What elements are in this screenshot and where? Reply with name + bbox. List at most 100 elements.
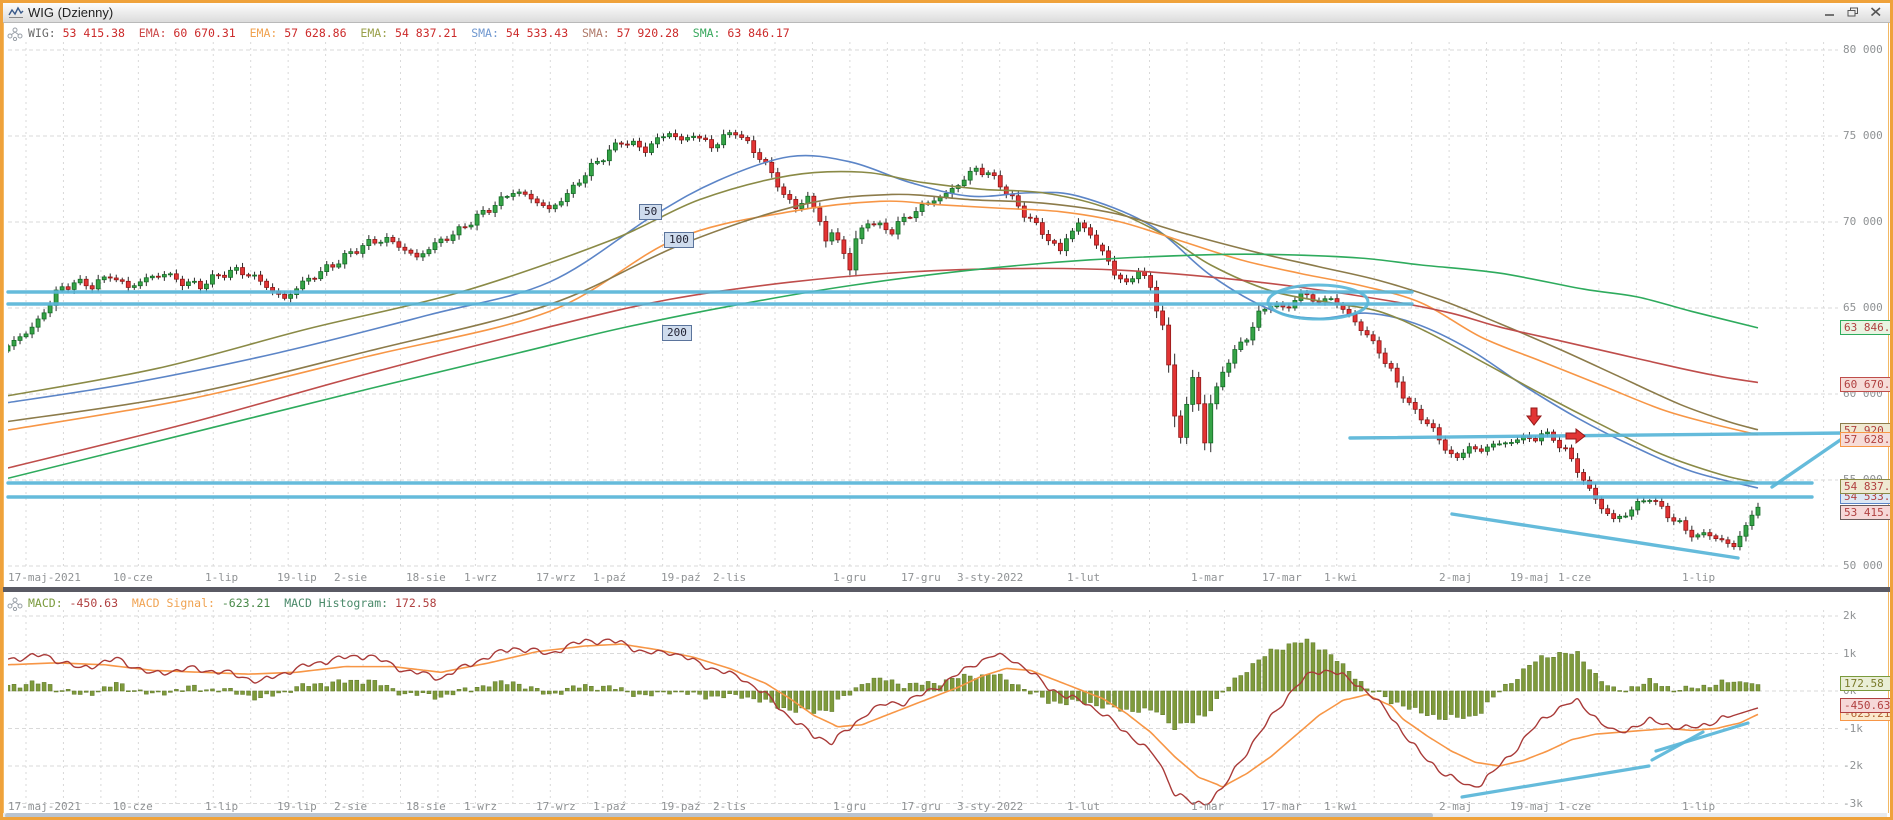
- price-panel-drag-handle-icon[interactable]: [7, 26, 23, 45]
- window-border-right[interactable]: [1890, 0, 1893, 820]
- macd-value-label: 172.58: [1840, 676, 1893, 691]
- date-axis-tick: 19-maj: [1510, 571, 1550, 584]
- date-axis-tick: 17-gru: [901, 571, 941, 584]
- macd-lines[interactable]: [8, 638, 1759, 806]
- date-axis-tick: 17-gru: [901, 800, 941, 813]
- macd-trendlines[interactable]: [1460, 721, 1750, 799]
- scrollbar-thumb[interactable]: [5, 813, 1433, 818]
- macd-histogram[interactable]: [6, 638, 1761, 730]
- window-border-bottom[interactable]: [0, 817, 1893, 820]
- macd-axis-tick: 2k: [1843, 609, 1857, 622]
- macd-legend-item-label: MACD Signal:: [131, 596, 222, 610]
- price-level-label: 63 846.17: [1840, 320, 1893, 335]
- date-axis-tick: 1-paź: [593, 571, 627, 584]
- date-axis-tick: 1-lip: [205, 800, 239, 813]
- macd-value-axis[interactable]: [1840, 610, 1888, 806]
- date-axis-tick: 1-wrz: [464, 571, 498, 584]
- macd-legend-item-value: 172.58: [394, 596, 451, 610]
- price-legend: WIG: 53 415.38 EMA: 60 670.31 EMA: 57 62…: [28, 26, 804, 40]
- date-axis-tick: 10-cze: [113, 571, 153, 584]
- macd-legend-item-value: -450.63: [69, 596, 132, 610]
- macd-axis-tick: -3k: [1843, 796, 1863, 810]
- window-title: WIG (Dzienny): [28, 5, 114, 20]
- date-axis-tick: 19-lip: [277, 571, 317, 584]
- ma-line-ema100: [8, 200, 1759, 436]
- date-axis-tick: 18-sie: [406, 571, 446, 584]
- down-arrow-annotation: [1525, 407, 1543, 426]
- price-legend-item-value: 63 846.17: [727, 26, 804, 40]
- date-axis-tick: 2-sie: [334, 571, 368, 584]
- ma-period-label[interactable]: 100: [664, 232, 694, 248]
- ma-line-ema200: [8, 267, 1759, 469]
- ma-period-label[interactable]: 50: [639, 204, 663, 220]
- restore-button[interactable]: [1844, 5, 1861, 19]
- macd-axis-tick: 1k: [1843, 646, 1857, 660]
- price-legend-item-value: 53 415.38: [62, 26, 139, 40]
- price-axis-tick: 75 000: [1843, 129, 1883, 142]
- ellipse-annotation: [1266, 283, 1370, 321]
- price-legend-item-label: EMA:: [138, 26, 174, 40]
- price-legend-item-label: SMA:: [581, 26, 617, 40]
- price-legend-item-value: 60 670.31: [173, 26, 250, 40]
- macd-legend-item-label: MACD:: [28, 596, 70, 610]
- price-level-label: 53 415.38: [1840, 505, 1893, 520]
- price-level-label: 57 628.86: [1840, 432, 1893, 447]
- macd-plot-area[interactable]: [8, 610, 1838, 806]
- date-axis-tick: 3-sty-2022: [957, 800, 1024, 813]
- date-axis-tick: 1-gru: [833, 800, 867, 813]
- price-legend-item-label: SMA:: [471, 26, 506, 40]
- ma-line-ema: [8, 170, 1759, 484]
- date-axis-tick: 10-cze: [113, 800, 153, 813]
- minimize-button[interactable]: [1821, 5, 1838, 19]
- price-level-label: 54 837.21: [1840, 479, 1893, 494]
- price-axis-tick: 50 000: [1843, 559, 1883, 572]
- price-level-label: 60 670.31: [1840, 377, 1893, 392]
- date-axis-tick: 17-mar: [1262, 571, 1302, 584]
- macd-legend-item-label: MACD Histogram:: [284, 596, 395, 610]
- macd-signal-line: [8, 643, 1759, 788]
- macd-line: [8, 638, 1759, 806]
- macd-axis-tick: -2k: [1843, 759, 1863, 772]
- date-axis-tick: 1-lut: [1067, 571, 1101, 584]
- date-axis-tick: 17-maj-2021: [8, 800, 81, 813]
- date-axis-tick: 18-sie: [406, 800, 446, 813]
- chart-window-icon: [8, 6, 24, 19]
- date-axis-tick: 1-kwi: [1324, 800, 1358, 813]
- horizontal-scrollbar[interactable]: [3, 813, 1887, 818]
- macd-value-label: -450.63: [1840, 698, 1893, 713]
- price-axis-tick: 70 000: [1843, 215, 1883, 228]
- price-legend-item-value: 54 533.43: [505, 26, 582, 40]
- date-axis-tick: 2-maj: [1439, 800, 1473, 813]
- ma-period-label[interactable]: 200: [662, 325, 692, 341]
- right-arrow-annotation: [1565, 427, 1586, 445]
- date-axis-tick: 19-lip: [277, 800, 317, 813]
- window-border-left[interactable]: [0, 0, 3, 820]
- date-axis-tick: 17-wrz: [536, 800, 576, 813]
- date-axis-tick: 17-maj-2021: [8, 571, 81, 584]
- date-axis-tick: 1-lip: [205, 571, 239, 584]
- moving-averages[interactable]: [8, 154, 1759, 489]
- trendline-drawings[interactable]: [6, 283, 1851, 560]
- title-bar[interactable]: WIG (Dzienny): [3, 3, 1890, 23]
- price-legend-item-label: SMA:: [692, 26, 728, 40]
- macd-panel-drag-handle-icon[interactable]: [7, 596, 23, 615]
- date-axis-tick: 2-lis: [713, 571, 747, 584]
- price-axis[interactable]: [1840, 42, 1888, 570]
- date-axis-tick: 2-lis: [713, 800, 747, 813]
- macd-legend: MACD: -450.63 MACD Signal: -623.21 MACD …: [28, 596, 450, 610]
- date-axis-tick: 1-lip: [1682, 571, 1716, 584]
- close-button[interactable]: [1867, 5, 1884, 19]
- date-axis-tick: 17-wrz: [536, 571, 576, 584]
- price-axis-tick: 65 000: [1843, 301, 1883, 314]
- panel-divider[interactable]: [3, 587, 1890, 592]
- price-legend-item-value: 54 837.21: [395, 26, 472, 40]
- date-axis-tick: 17-mar: [1262, 800, 1302, 813]
- price-plot-area[interactable]: [8, 42, 1838, 570]
- date-axis-tick: 1-cze: [1558, 571, 1592, 584]
- candlestick-series[interactable]: [6, 129, 1761, 551]
- price-legend-item-label: EMA:: [249, 26, 285, 40]
- macd-legend-item-value: -623.21: [221, 596, 285, 610]
- date-axis-tick: 1-mar: [1191, 571, 1225, 584]
